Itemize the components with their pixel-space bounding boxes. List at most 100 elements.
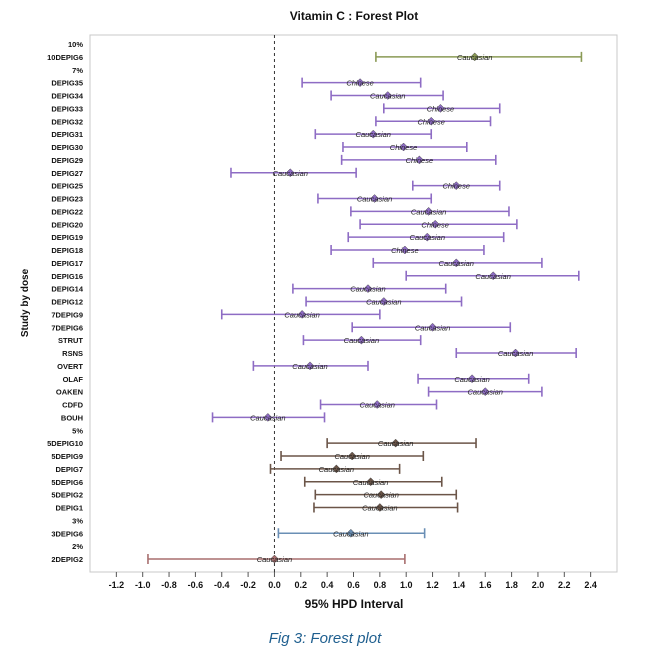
- estimate-marker: [347, 451, 357, 461]
- point-label: Caucasian: [378, 439, 413, 448]
- point-label: Caucasian: [359, 401, 394, 410]
- x-tick-label: -1.2: [109, 580, 125, 590]
- estimate-marker: [467, 374, 477, 384]
- row-label: DEPIG12: [51, 298, 83, 307]
- estimate-marker: [375, 503, 385, 512]
- point-label: Caucasian: [284, 310, 319, 319]
- estimate-marker: [355, 78, 365, 87]
- estimate-marker: [332, 464, 341, 474]
- estimate-marker: [372, 400, 382, 409]
- row-label: DEPIG22: [51, 207, 83, 216]
- point-label: Caucasian: [292, 362, 327, 371]
- estimate-marker: [400, 245, 410, 255]
- point-label: Caucasian: [250, 413, 285, 422]
- estimate-marker: [488, 271, 498, 281]
- estimate-marker: [391, 438, 401, 448]
- point-label: Chinese: [417, 117, 445, 126]
- row-label: STRUT: [58, 336, 83, 345]
- point-label: Caucasian: [350, 285, 385, 294]
- point-label: Caucasian: [356, 130, 391, 139]
- point-label: Caucasian: [273, 169, 308, 178]
- estimate-marker: [376, 490, 386, 499]
- row-label: DEPIG23: [51, 195, 83, 204]
- point-label: Caucasian: [411, 207, 446, 216]
- row-label: DEPIG29: [51, 156, 83, 165]
- estimate-marker: [480, 387, 490, 396]
- row-label: 2DEPIG2: [51, 555, 83, 564]
- point-label: Caucasian: [333, 529, 368, 538]
- plot-frame: [89, 34, 618, 573]
- estimate-marker: [399, 142, 408, 152]
- estimate-marker: [422, 232, 432, 242]
- point-label: Caucasian: [457, 53, 492, 62]
- x-tick-label: -0.8: [161, 580, 177, 590]
- point-label: Caucasian: [468, 388, 503, 397]
- estimate-marker: [346, 528, 356, 538]
- point-label: Chinese: [391, 246, 419, 255]
- y-axis-label: Study by dose: [20, 268, 31, 337]
- estimate-marker: [357, 335, 366, 345]
- point-label: Caucasian: [319, 465, 354, 474]
- estimate-marker: [451, 181, 461, 190]
- point-label: Caucasian: [498, 349, 533, 358]
- estimate-marker: [430, 219, 440, 229]
- estimate-marker: [379, 297, 389, 306]
- row-label: DEPIG1: [55, 504, 83, 513]
- row-label: OLAF: [63, 375, 84, 384]
- point-label: Caucasian: [344, 336, 379, 345]
- x-tick-label: 2.0: [532, 580, 545, 590]
- forest-plot: Vitamin C : Forest Plot 10% 10DEPIG6 Cauca…: [20, 9, 618, 611]
- row-label: DEPIG31: [51, 130, 83, 139]
- estimate-marker: [285, 168, 295, 178]
- row-label: DEPIG32: [51, 117, 83, 126]
- estimate-marker: [428, 322, 437, 332]
- row-label: DEPIG7: [55, 465, 83, 474]
- x-tick-label: 1.2: [426, 580, 439, 590]
- point-label: Caucasian: [475, 272, 510, 281]
- estimate-marker: [270, 554, 279, 564]
- x-tick-label: -1.0: [135, 580, 151, 590]
- row-label: OAKEN: [56, 388, 83, 397]
- row-label: 7%: [72, 66, 83, 75]
- x-tick-label: 0.0: [268, 580, 281, 590]
- row-label: DEPIG25: [51, 182, 83, 191]
- point-label: Caucasian: [334, 452, 369, 461]
- x-tick-label: 0.2: [295, 580, 308, 590]
- estimate-marker: [305, 361, 315, 371]
- row-label: 5DEPIG10: [47, 439, 83, 448]
- row-label: 10%: [68, 40, 83, 49]
- point-label: Chinese: [346, 79, 374, 88]
- row-label: DEPIG19: [51, 233, 83, 242]
- x-tick-label: 0.4: [321, 580, 334, 590]
- estimate-marker: [297, 310, 307, 319]
- point-label: Caucasian: [370, 92, 405, 101]
- x-tick-label: 1.8: [505, 580, 518, 590]
- estimate-marker: [370, 194, 379, 203]
- row-label: 5DEPIG6: [51, 478, 83, 487]
- point-label: Caucasian: [257, 555, 292, 564]
- row-label: DEPIG18: [51, 246, 83, 255]
- x-tick-label: 1.6: [479, 580, 492, 590]
- estimate-marker: [368, 129, 378, 139]
- row-label: DEPIG34: [51, 92, 84, 101]
- row-label: 5DEPIG2: [51, 491, 83, 500]
- plot-rows: 10% 10DEPIG6 Caucasian 7% DEPIG35 Chinese DEPI…: [47, 35, 583, 572]
- row-label: CDFD: [62, 401, 83, 410]
- row-label: BOUH: [61, 413, 83, 422]
- row-label: 5%: [72, 426, 83, 435]
- x-tick-label: -0.2: [240, 580, 256, 590]
- x-tick-label: 2.4: [584, 580, 597, 590]
- point-label: Caucasian: [353, 478, 388, 487]
- row-label: DEPIG27: [51, 169, 83, 178]
- estimate-marker: [511, 348, 520, 358]
- estimate-marker: [426, 116, 436, 126]
- row-label: 7DEPIG9: [51, 310, 83, 319]
- row-label: RSNS: [62, 349, 83, 358]
- estimate-marker: [436, 104, 445, 113]
- point-label: Caucasian: [366, 298, 401, 307]
- estimate-marker: [363, 284, 373, 293]
- x-tick-label: -0.6: [188, 580, 204, 590]
- row-label: 3DEPIG6: [51, 529, 83, 538]
- row-label: OVERT: [57, 362, 83, 371]
- point-label: Caucasian: [362, 504, 397, 513]
